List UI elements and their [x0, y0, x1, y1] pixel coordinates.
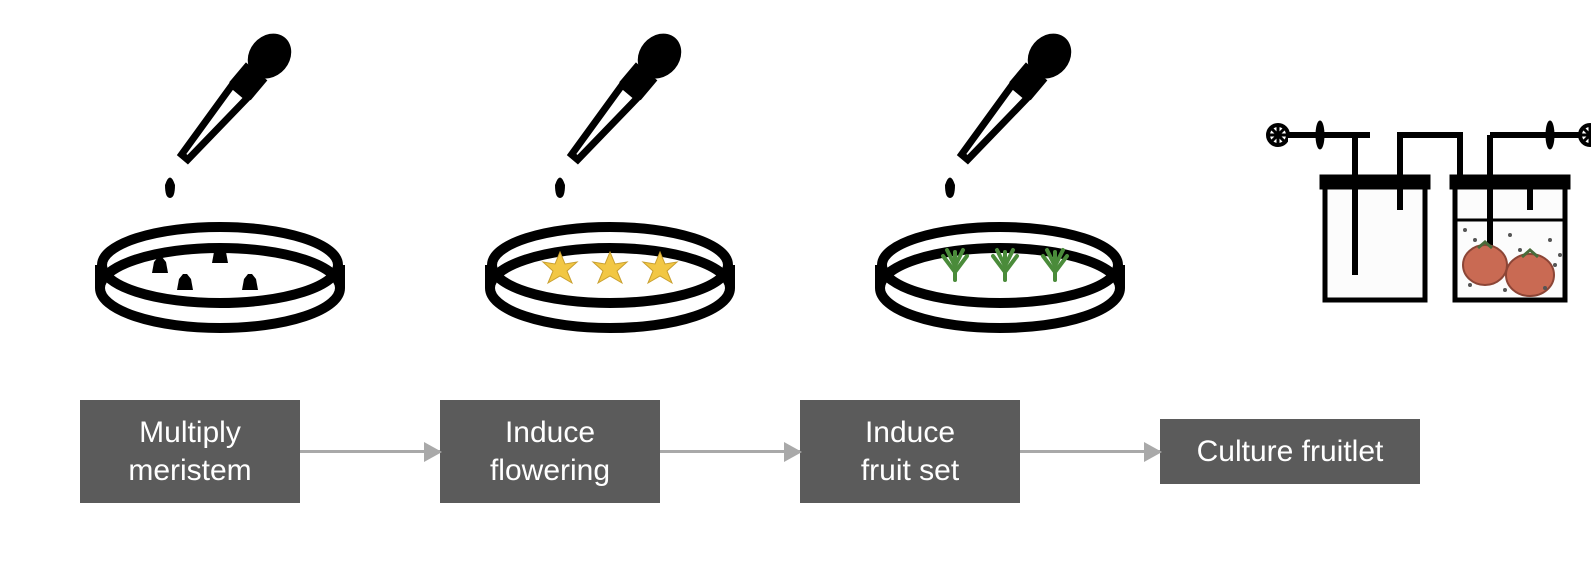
petri-dish-flowers [480, 210, 740, 340]
stage-multiply-meristem [90, 20, 350, 340]
bioreactor-apparatus [1260, 80, 1591, 340]
stage-culture-fruitlet [1260, 20, 1591, 340]
label-flow-row: Multiply meristem Induce flowering Induc… [80, 400, 1420, 503]
dropper-icon [510, 20, 710, 210]
arrow-icon [300, 450, 440, 454]
label-induce-fruit-set: Induce fruit set [800, 400, 1020, 503]
stage-illustrations-row [90, 20, 1591, 340]
arrow-icon [1020, 450, 1160, 454]
label-induce-flowering: Induce flowering [440, 400, 660, 503]
dropper-icon [120, 20, 320, 210]
petri-dish-shoots [870, 210, 1130, 340]
label-culture-fruitlet: Culture fruitlet [1160, 419, 1420, 485]
stage-induce-fruit-set [870, 20, 1130, 340]
petri-dish-meristems [90, 210, 350, 340]
label-multiply-meristem: Multiply meristem [80, 400, 300, 503]
dropper-icon [900, 20, 1100, 210]
arrow-icon [660, 450, 800, 454]
stage-induce-flowering [480, 20, 740, 340]
